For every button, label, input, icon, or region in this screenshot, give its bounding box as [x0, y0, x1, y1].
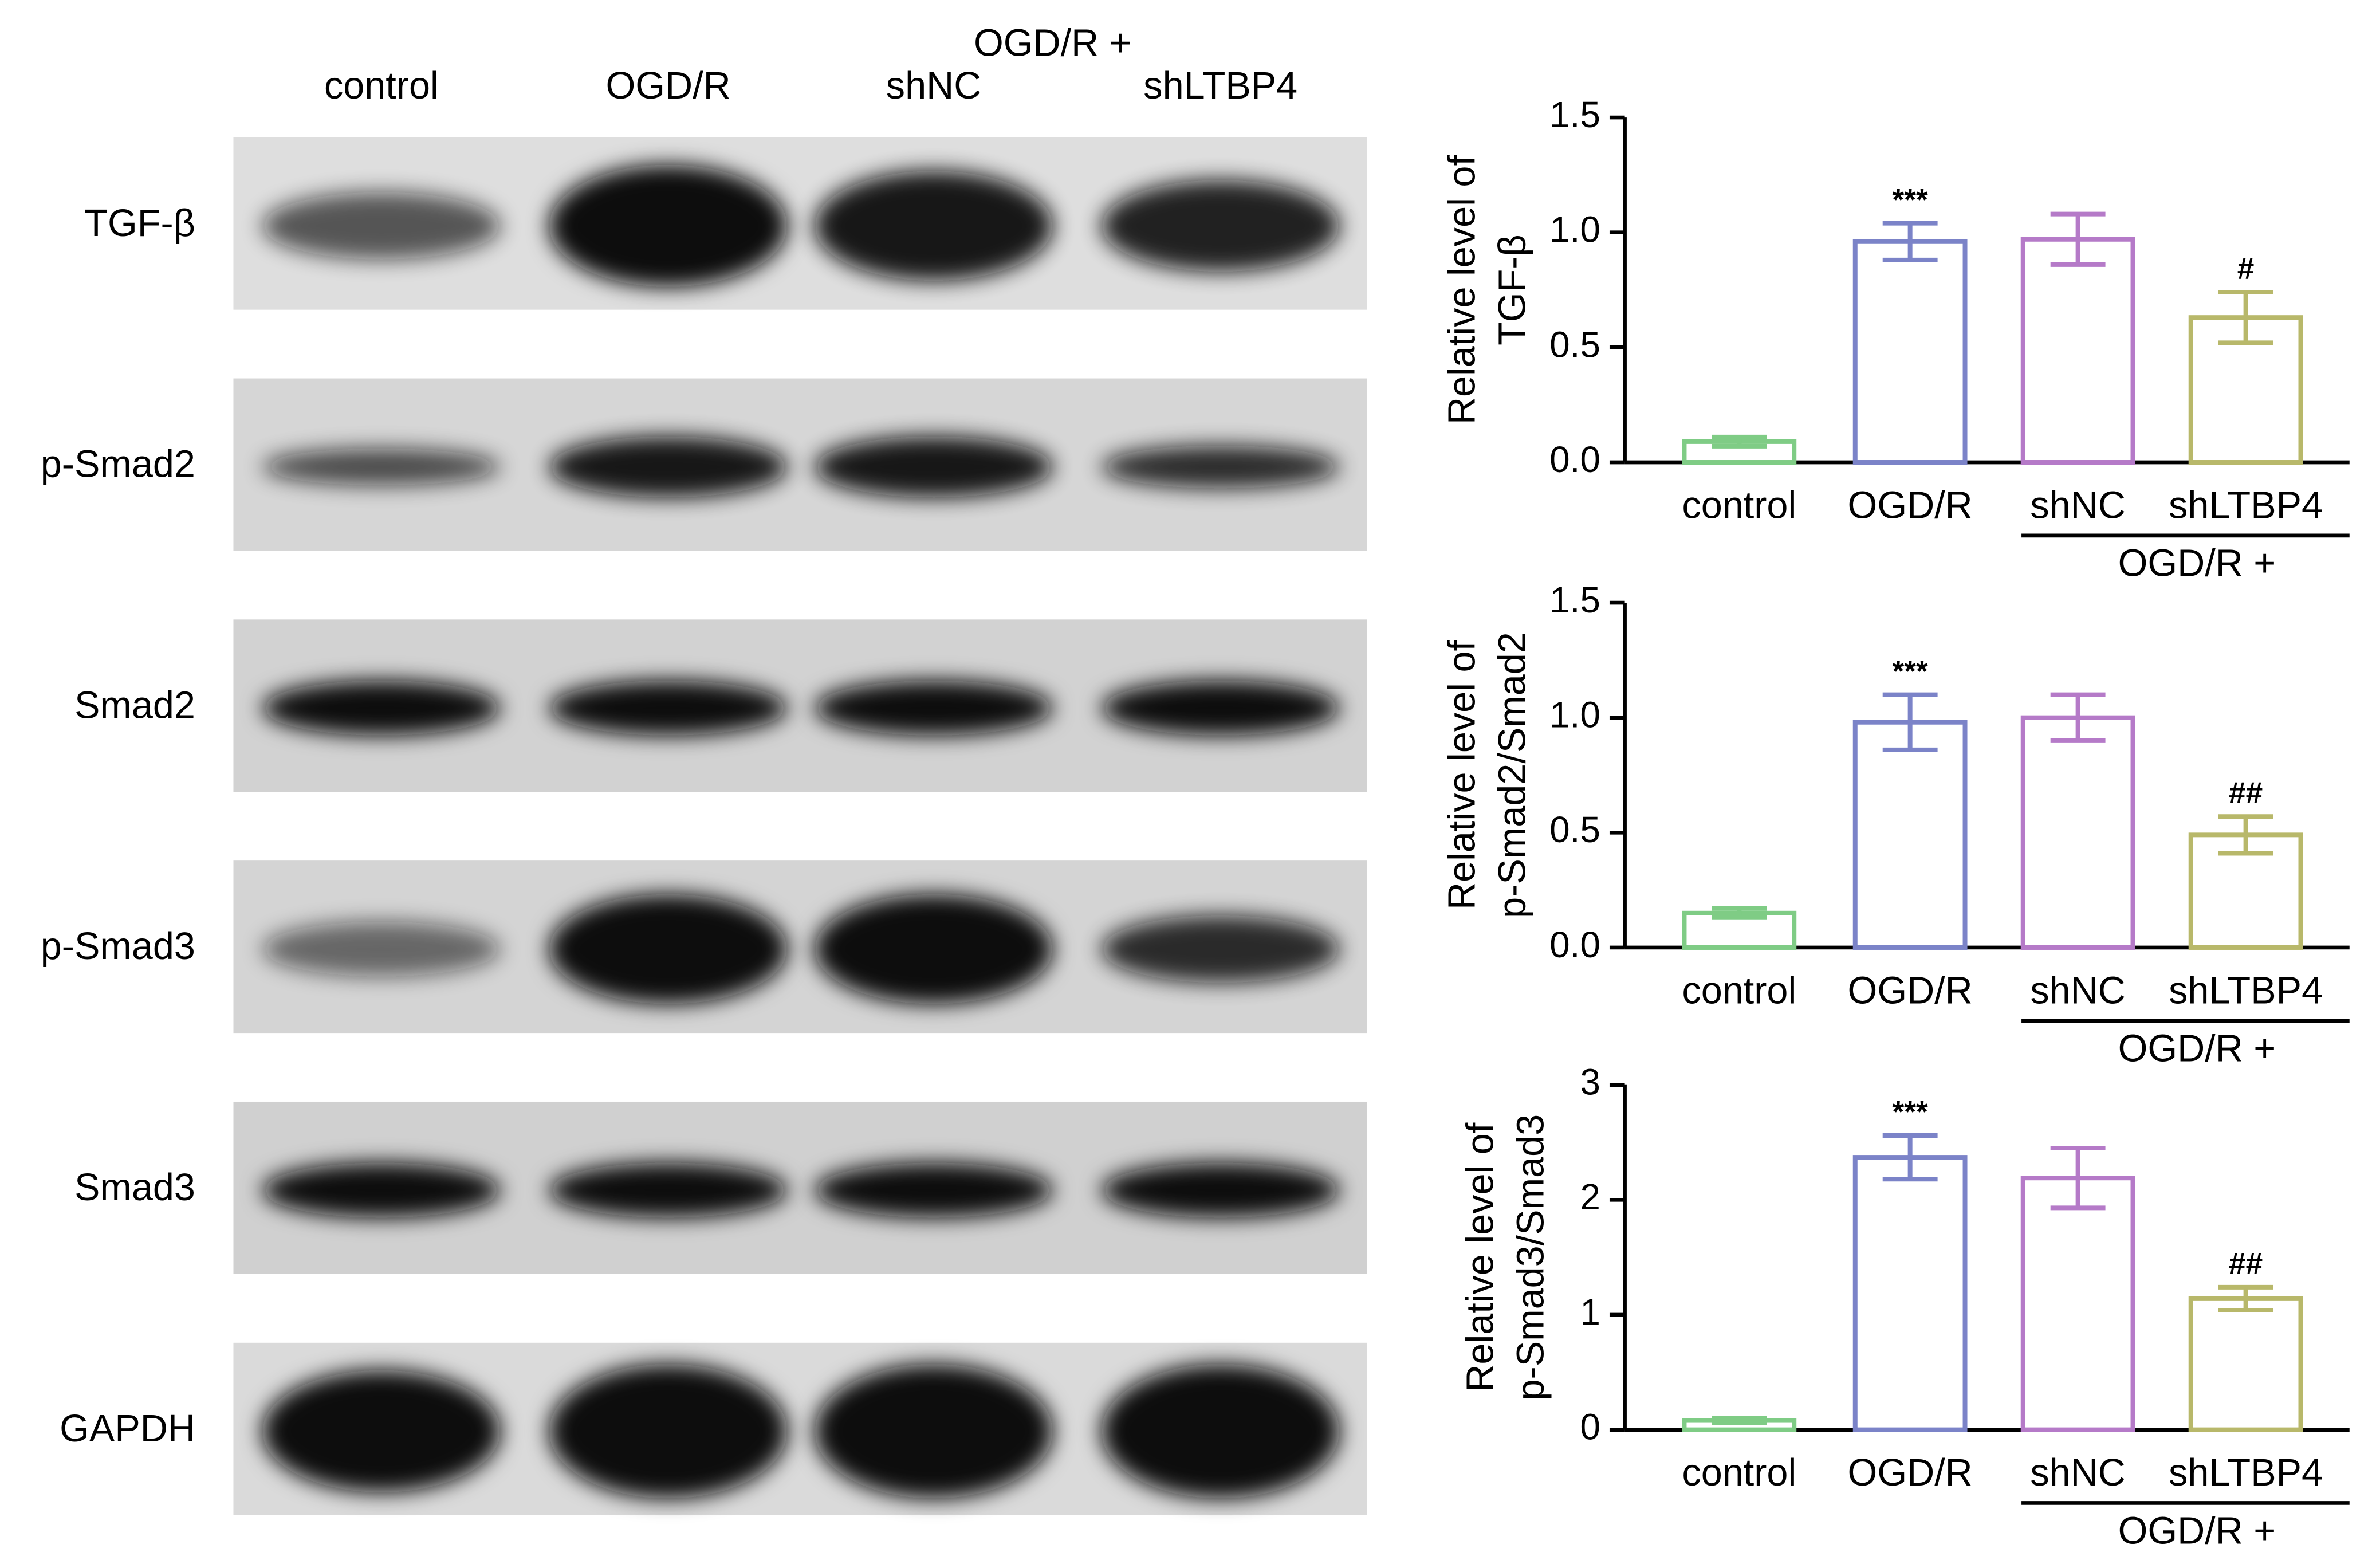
lane-label: shLTBP4 — [1143, 65, 1297, 107]
y-tick-label: 0.0 — [1549, 924, 1600, 965]
group-label: OGD/R + — [2118, 543, 2276, 585]
band — [1102, 1364, 1340, 1499]
band — [1102, 445, 1340, 489]
y-tick-label: 1 — [1580, 1291, 1600, 1333]
x-tick-label: shLTBP4 — [2169, 969, 2323, 1012]
band — [1102, 1162, 1340, 1218]
x-tick-label: OGD/R — [1848, 485, 1973, 527]
row-label: p-Smad2 — [41, 443, 195, 486]
band — [1102, 180, 1340, 272]
y-tick-label: 0.0 — [1549, 439, 1600, 480]
y-tick-label: 0.5 — [1549, 324, 1600, 365]
band — [549, 436, 788, 498]
x-tick-label: OGD/R — [1848, 1452, 1973, 1494]
band — [815, 171, 1053, 281]
band — [815, 1364, 1053, 1499]
x-tick-label: control — [1682, 1452, 1796, 1494]
y-tick-label: 1.0 — [1549, 209, 1600, 250]
x-tick-label: shNC — [2030, 1452, 2125, 1494]
band — [815, 1162, 1053, 1218]
band — [815, 894, 1053, 1004]
y-tick-label: 2 — [1580, 1176, 1600, 1217]
lane-label: control — [324, 65, 439, 107]
bar — [2188, 1296, 2303, 1432]
band — [262, 192, 501, 260]
x-tick-label: shNC — [2030, 485, 2125, 527]
y-axis-label: p-Smad3/Smad3 — [1509, 1114, 1552, 1401]
y-tick-label: 1.5 — [1549, 94, 1600, 135]
bar — [2020, 715, 2135, 950]
bar — [1852, 1155, 1968, 1432]
band — [549, 894, 788, 1004]
bar — [1852, 720, 1968, 950]
band — [549, 1364, 788, 1499]
band — [262, 921, 501, 977]
y-tick-label: 0 — [1580, 1406, 1600, 1448]
x-tick-label: shNC — [2030, 969, 2125, 1012]
x-tick-label: control — [1682, 969, 1796, 1012]
band — [262, 1162, 501, 1218]
significance-label: *** — [1893, 1095, 1928, 1129]
band — [262, 1370, 501, 1492]
bar — [2020, 237, 2135, 465]
y-tick-label: 0.5 — [1549, 809, 1600, 850]
y-tick-label: 1.0 — [1549, 694, 1600, 736]
y-axis-label: Relative level of — [1441, 640, 1484, 910]
band — [262, 449, 501, 485]
lane-label: shNC — [886, 65, 981, 107]
bar — [2020, 1176, 2135, 1432]
group-label: OGD/R + — [2118, 1510, 2276, 1552]
y-axis-label: Relative level of — [1441, 155, 1484, 425]
x-tick-label: shLTBP4 — [2169, 1452, 2323, 1494]
x-tick-label: shLTBP4 — [2169, 485, 2323, 527]
row-label: p-Smad3 — [41, 925, 195, 968]
significance-label: ## — [2229, 776, 2263, 810]
row-label: TGF-β — [84, 202, 195, 245]
band — [1102, 915, 1340, 983]
blot-group-label: OGD/R + — [974, 22, 1132, 64]
significance-label: # — [2237, 252, 2255, 286]
row-label: Smad2 — [74, 684, 195, 726]
significance-label: *** — [1893, 654, 1928, 688]
y-axis-label: Relative level of — [1459, 1122, 1501, 1392]
bar — [1852, 239, 1968, 465]
band — [262, 680, 501, 736]
x-tick-label: control — [1682, 485, 1796, 527]
band — [815, 436, 1053, 498]
significance-label: ## — [2229, 1247, 2263, 1281]
band — [549, 164, 788, 287]
band — [549, 680, 788, 736]
significance-label: *** — [1893, 183, 1928, 217]
y-tick-label: 1.5 — [1549, 579, 1600, 620]
y-axis-label: p-Smad2/Smad2 — [1491, 632, 1533, 918]
band — [815, 680, 1053, 736]
band — [549, 1162, 788, 1218]
lane-label: OGD/R — [605, 65, 730, 107]
y-tick-label: 3 — [1580, 1062, 1600, 1103]
row-label: GAPDH — [60, 1408, 195, 1450]
band — [1102, 680, 1340, 736]
group-label: OGD/R + — [2118, 1028, 2276, 1070]
row-label: Smad3 — [74, 1166, 195, 1209]
x-tick-label: OGD/R — [1848, 969, 1973, 1012]
y-axis-label: TGF-β — [1491, 234, 1533, 345]
